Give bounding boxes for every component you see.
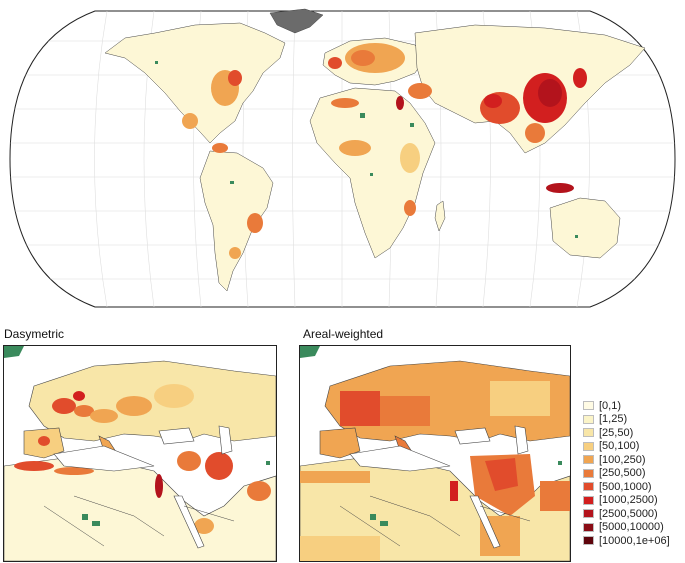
legend-item: [100,250): [583, 453, 683, 467]
legend-item: [5000,10000): [583, 521, 683, 535]
areal-weighted-map-panel: [299, 345, 571, 562]
legend-item: [10000,1e+06]: [583, 534, 683, 548]
legend-swatch: [583, 414, 594, 424]
legend-swatch: [583, 495, 594, 505]
greenland: [269, 8, 324, 34]
black-sea: [158, 427, 195, 445]
legend-label: [0,1): [599, 399, 622, 412]
legend-swatch: [583, 401, 594, 411]
legend-item: [0,1): [583, 399, 683, 413]
legend-swatch: [583, 428, 594, 438]
dasymetric-map-panel: [3, 345, 277, 562]
dasymetric-title: Dasymetric: [4, 327, 65, 341]
areal-weighted-map: [300, 346, 570, 561]
legend-swatch: [583, 441, 594, 451]
legend-label: [10000,1e+06]: [599, 534, 670, 547]
legend-swatch: [583, 482, 594, 492]
legend-swatch: [583, 468, 594, 478]
legend-swatch: [583, 509, 594, 519]
madagascar: [434, 200, 446, 232]
south-america: [199, 150, 274, 292]
legend-swatch: [583, 455, 594, 465]
legend-label: [1000,2500): [599, 494, 658, 507]
legend-label: [25,50): [599, 426, 634, 439]
red-sea: [173, 495, 205, 549]
legend-item: [1,25): [583, 413, 683, 427]
legend-item: [50,100): [583, 440, 683, 454]
caspian-sea: [218, 425, 233, 455]
legend-item: [250,500): [583, 467, 683, 481]
density-legend: [0,1) [1,25) [25,50) [50,100) [100,250) [250,…: [583, 399, 683, 548]
legend-swatch: [583, 536, 594, 546]
legend-label: [1,25): [599, 413, 628, 426]
legend-item: [2500,5000): [583, 507, 683, 521]
legend-item: [1000,2500): [583, 494, 683, 508]
legend-item: [25,50): [583, 426, 683, 440]
legend-label: [100,250): [599, 453, 646, 466]
legend-label: [5000,10000): [599, 521, 664, 534]
legend-item: [500,1000): [583, 480, 683, 494]
density-hotspots: [182, 43, 587, 259]
legend-label: [500,1000): [599, 480, 652, 493]
australia: [549, 197, 621, 259]
legend-label: [2500,5000): [599, 507, 658, 520]
water-bodies: [155, 61, 578, 238]
legend-label: [50,100): [599, 440, 640, 453]
north-america: [104, 22, 286, 144]
legend-label: [250,500): [599, 467, 646, 480]
world-map: [9, 8, 676, 308]
mediterranean: [53, 445, 155, 472]
areal-weighted-title: Areal-weighted: [303, 327, 384, 341]
dasymetric-map: [4, 346, 276, 561]
legend-swatch: [583, 522, 594, 532]
